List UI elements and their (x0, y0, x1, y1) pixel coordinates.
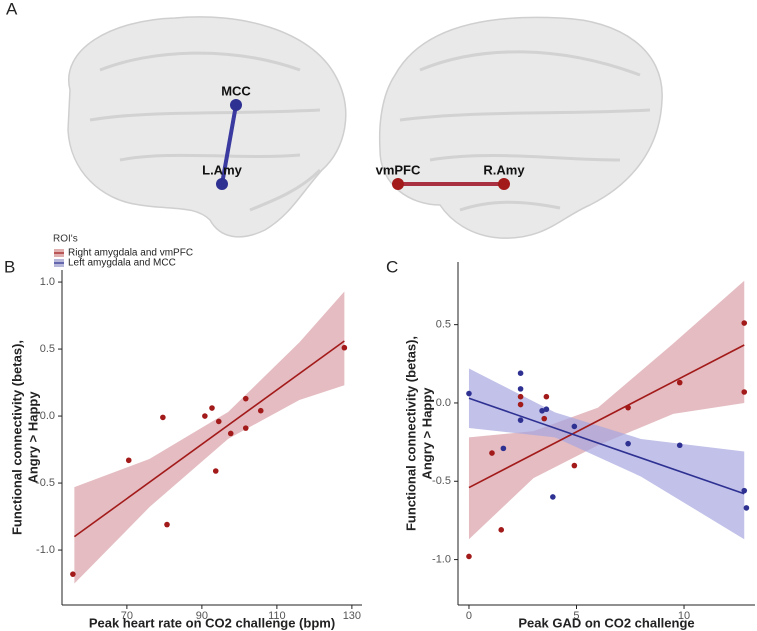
point (571, 423, 578, 430)
x-axis-label: Peak heart rate on CO2 challenge (bpm) (89, 615, 335, 630)
y-tick-label: 0.0 (40, 410, 55, 422)
point (202, 413, 208, 419)
point (500, 445, 507, 452)
point (517, 386, 524, 392)
point (676, 442, 683, 449)
point (543, 393, 550, 400)
x-tick-label: 10 (678, 610, 690, 622)
point (209, 405, 215, 411)
point (550, 494, 556, 500)
y-tick-label: -1.0 (36, 544, 55, 556)
y-tick-label: 0.5 (40, 343, 55, 355)
point (466, 390, 472, 397)
point (489, 450, 495, 456)
point (215, 418, 222, 425)
point (227, 430, 234, 437)
point (741, 487, 748, 494)
point (242, 395, 249, 402)
panel-label: A (6, 0, 18, 18)
fit-line (73, 340, 345, 538)
legend-label: Left amygdala and MCC (68, 258, 176, 269)
point (164, 521, 170, 528)
point (741, 389, 748, 395)
y-tick-label: -0.5 (36, 477, 55, 489)
confidence-band (468, 368, 745, 540)
node-label: L.Amy (202, 162, 243, 177)
point (539, 407, 545, 414)
point (676, 379, 683, 386)
node-label: MCC (221, 83, 251, 98)
legend-label: Right amygdala and vmPFC (68, 248, 193, 259)
y-tick-label: 1.0 (40, 276, 55, 288)
x-axis-label: Peak GAD on CO2 challenge (518, 615, 694, 630)
panel-label: B (4, 257, 15, 276)
y-tick-label: 0.5 (436, 319, 451, 331)
point (125, 457, 132, 464)
y-tick-label: 0.0 (436, 397, 451, 409)
y-axis-label: Angry > Happy (25, 391, 40, 484)
point (466, 553, 472, 560)
point (625, 404, 631, 411)
x-tick-label: 130 (343, 610, 361, 622)
legend: ROI's (53, 234, 78, 245)
point (543, 406, 550, 413)
point (517, 393, 524, 400)
confidence-band (74, 291, 345, 584)
right-brain: vmPFC R.Amy (376, 16, 663, 239)
point (517, 401, 524, 408)
point (498, 527, 505, 533)
y-axis-label: Functional connectivity (betas), (9, 340, 24, 535)
y-tick-label: -1.0 (432, 553, 451, 565)
point (741, 320, 748, 326)
x-tick-label: 70 (121, 610, 133, 622)
x-tick-label: 90 (196, 610, 208, 622)
x-tick-label: 5 (573, 610, 579, 622)
point (517, 417, 524, 423)
x-tick-label: 0 (466, 610, 472, 622)
left-brain: MCC L.Amy (67, 16, 347, 238)
node-label: R.Amy (483, 162, 525, 177)
y-axis-label: Angry > Happy (419, 387, 434, 480)
legend-title: ROI's (53, 234, 78, 245)
fit-line (468, 344, 745, 489)
panel-label: C (386, 257, 398, 276)
x-tick-label: 110 (268, 610, 286, 622)
y-axis-label: Functional connectivity (betas), (403, 336, 418, 531)
fit-line (468, 397, 745, 495)
point (341, 344, 348, 351)
point (571, 462, 578, 469)
point (70, 571, 76, 577)
point (743, 505, 750, 511)
node-label: vmPFC (376, 162, 421, 177)
point (242, 425, 249, 431)
point (160, 414, 166, 421)
point (257, 407, 264, 414)
confidence-band (468, 280, 745, 540)
y-tick-label: -0.5 (432, 475, 451, 487)
point (517, 370, 524, 377)
point (541, 415, 548, 422)
point (212, 468, 219, 474)
point (625, 440, 631, 447)
